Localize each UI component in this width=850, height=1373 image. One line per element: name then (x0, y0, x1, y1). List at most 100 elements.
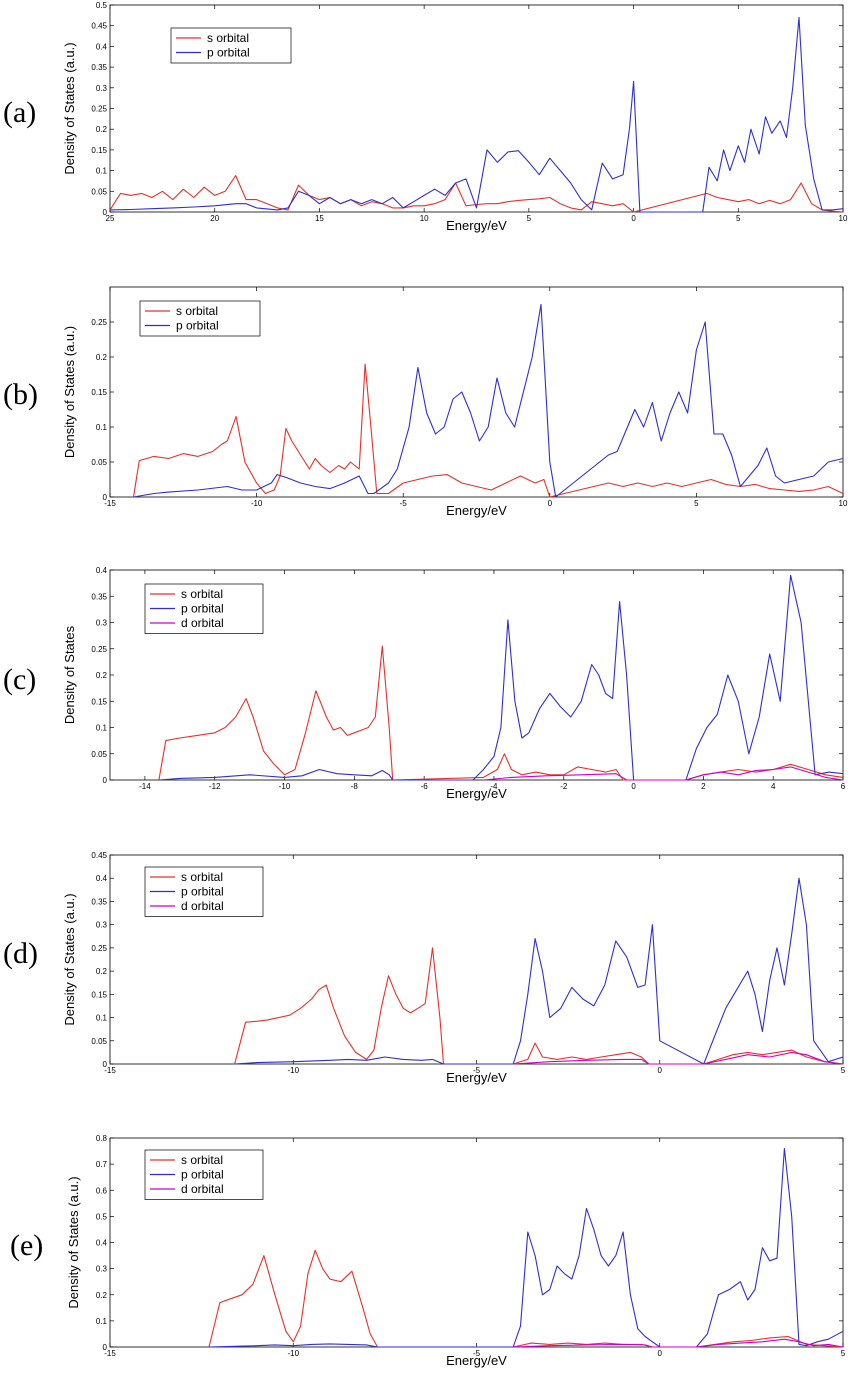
x-tick-label: -6 (421, 782, 429, 791)
y-tick-label: 0.35 (91, 63, 107, 72)
x-tick-label: -10 (287, 1349, 299, 1358)
y-tick-label: 0.5 (96, 1, 108, 10)
y-tick-label: 0.25 (91, 318, 107, 327)
y-tick-label: 0.2 (96, 353, 108, 362)
series-line-d-orbital (483, 766, 844, 781)
x-tick-label: -15 (104, 1066, 116, 1075)
x-axis-label: Energy/eV (446, 218, 507, 233)
y-tick-label: 0.25 (91, 105, 107, 114)
series-line-p-orbital (234, 877, 844, 1065)
x-tick-label: -2 (560, 782, 568, 791)
y-tick-label: 0.4 (96, 566, 108, 575)
series-line-s-orbital (132, 363, 844, 498)
legend-entry-label: p orbital (181, 1168, 224, 1182)
x-tick-label: -5 (400, 499, 408, 508)
x-tick-label: -8 (351, 782, 359, 791)
x-tick-label: 25 (106, 214, 115, 223)
y-tick-label: 0.1 (96, 1014, 108, 1023)
x-tick-label: 0 (658, 1349, 663, 1358)
y-tick-label: 0 (103, 776, 108, 785)
x-tick-label: -12 (209, 782, 221, 791)
y-tick-label: 0.15 (91, 697, 107, 706)
y-axis-label: Density of States (a.u.) (62, 42, 77, 174)
y-tick-label: 0.35 (91, 592, 107, 601)
y-tick-label: 0.35 (91, 897, 107, 906)
y-axis-label: Density of States (62, 625, 77, 724)
y-tick-label: 0.05 (91, 458, 107, 467)
dos-panel-3: (c) -14 -12 -10 -8 -6 -4 -2 0 2 4 6 0 0.05 0.1 0.15 0.2 0… (3, 566, 846, 801)
x-tick-label: 20 (210, 214, 219, 223)
y-tick-label: 0.45 (91, 851, 107, 860)
y-tick-label: 0.4 (96, 42, 108, 51)
x-tick-label: -15 (104, 1349, 116, 1358)
y-tick-label: 0.1 (96, 423, 108, 432)
legend-entry-label: p orbital (176, 319, 219, 333)
y-tick-label: 0.3 (96, 921, 108, 930)
series-line-s-orbital (109, 175, 844, 213)
series-line-d-orbital (513, 1051, 844, 1065)
y-tick-label: 0.1 (96, 1317, 108, 1326)
panel-label: (a) (3, 96, 36, 129)
x-tick-label: -10 (279, 782, 291, 791)
y-tick-label: 0.7 (96, 1160, 108, 1169)
legend-entry-label: d orbital (181, 1182, 224, 1196)
series-line-s-orbital (208, 1249, 844, 1348)
legend-box (139, 300, 261, 337)
x-tick-label: 2 (701, 782, 706, 791)
x-tick-label: 5 (527, 214, 532, 223)
series-line-d-orbital (513, 1338, 844, 1348)
y-tick-label: 0.25 (91, 645, 107, 654)
legend-entry-label: p orbital (207, 46, 250, 60)
x-tick-label: 5 (841, 1349, 846, 1358)
y-axis-label: Density of States (a.u.) (62, 893, 77, 1025)
y-tick-label: 0 (103, 1060, 108, 1069)
series-line-p-orbital (158, 574, 844, 781)
dos-panel-5: (e) -15 -10 -5 0 5 0 0.1 0.2 0.3 0.4 0.5 0.6 0.7 0.8 En… (10, 1134, 846, 1368)
x-tick-label: -5 (473, 1349, 481, 1358)
y-tick-label: 0.2 (96, 671, 108, 680)
x-tick-label: -15 (104, 499, 116, 508)
y-tick-label: 0.3 (96, 84, 108, 93)
y-tick-label: 0.3 (96, 619, 108, 628)
series-line-p-orbital (133, 303, 844, 498)
y-tick-label: 0.4 (96, 1239, 108, 1248)
x-tick-label: -4 (490, 782, 498, 791)
x-tick-label: -10 (287, 1066, 299, 1075)
x-tick-label: -10 (251, 499, 263, 508)
y-tick-label: 0 (103, 208, 108, 217)
y-tick-label: 0.05 (91, 1037, 107, 1046)
x-tick-label: 5 (736, 214, 741, 223)
x-axis-label: Energy/eV (446, 1070, 507, 1085)
y-tick-label: 0.25 (91, 944, 107, 953)
legend-entry-label: s orbital (181, 870, 223, 884)
y-axis-label: Density of States (a.u.) (62, 326, 77, 458)
x-tick-label: -14 (139, 782, 151, 791)
y-tick-label: 0.1 (96, 167, 108, 176)
legend-entry-label: s orbital (181, 1153, 223, 1167)
legend-box (170, 27, 292, 64)
x-tick-label: -5 (473, 1066, 481, 1075)
y-axis-label: Density of States (a.u.) (66, 1176, 81, 1308)
y-tick-label: 0.3 (96, 1265, 108, 1274)
x-axis-label: Energy/eV (446, 1353, 507, 1368)
x-axis-label: Energy/eV (446, 786, 507, 801)
legend-entry-label: s orbital (181, 587, 223, 601)
panel-label: (e) (10, 1229, 43, 1262)
x-tick-label: 6 (841, 782, 846, 791)
legend-entry-label: d orbital (181, 616, 224, 630)
panel-label: (c) (3, 663, 36, 696)
x-tick-label: 10 (420, 214, 429, 223)
y-tick-label: 0.4 (96, 874, 108, 883)
legend-entry-label: p orbital (181, 602, 224, 616)
y-tick-label: 0.05 (91, 750, 107, 759)
y-tick-label: 0.15 (91, 388, 107, 397)
x-tick-label: 0 (548, 499, 553, 508)
legend-entry-label: p orbital (181, 885, 224, 899)
series-line-p-orbital (109, 16, 844, 213)
x-tick-label: 4 (771, 782, 776, 791)
x-tick-label: 0 (631, 214, 636, 223)
y-tick-label: 0.2 (96, 1291, 108, 1300)
dos-panel-2: (b) -15 -10 -5 0 5 10 0 0.05 0.1 0.15 0.2 0.25 Energy… (3, 286, 848, 518)
y-tick-label: 0.2 (96, 125, 108, 134)
x-tick-label: 0 (631, 782, 636, 791)
